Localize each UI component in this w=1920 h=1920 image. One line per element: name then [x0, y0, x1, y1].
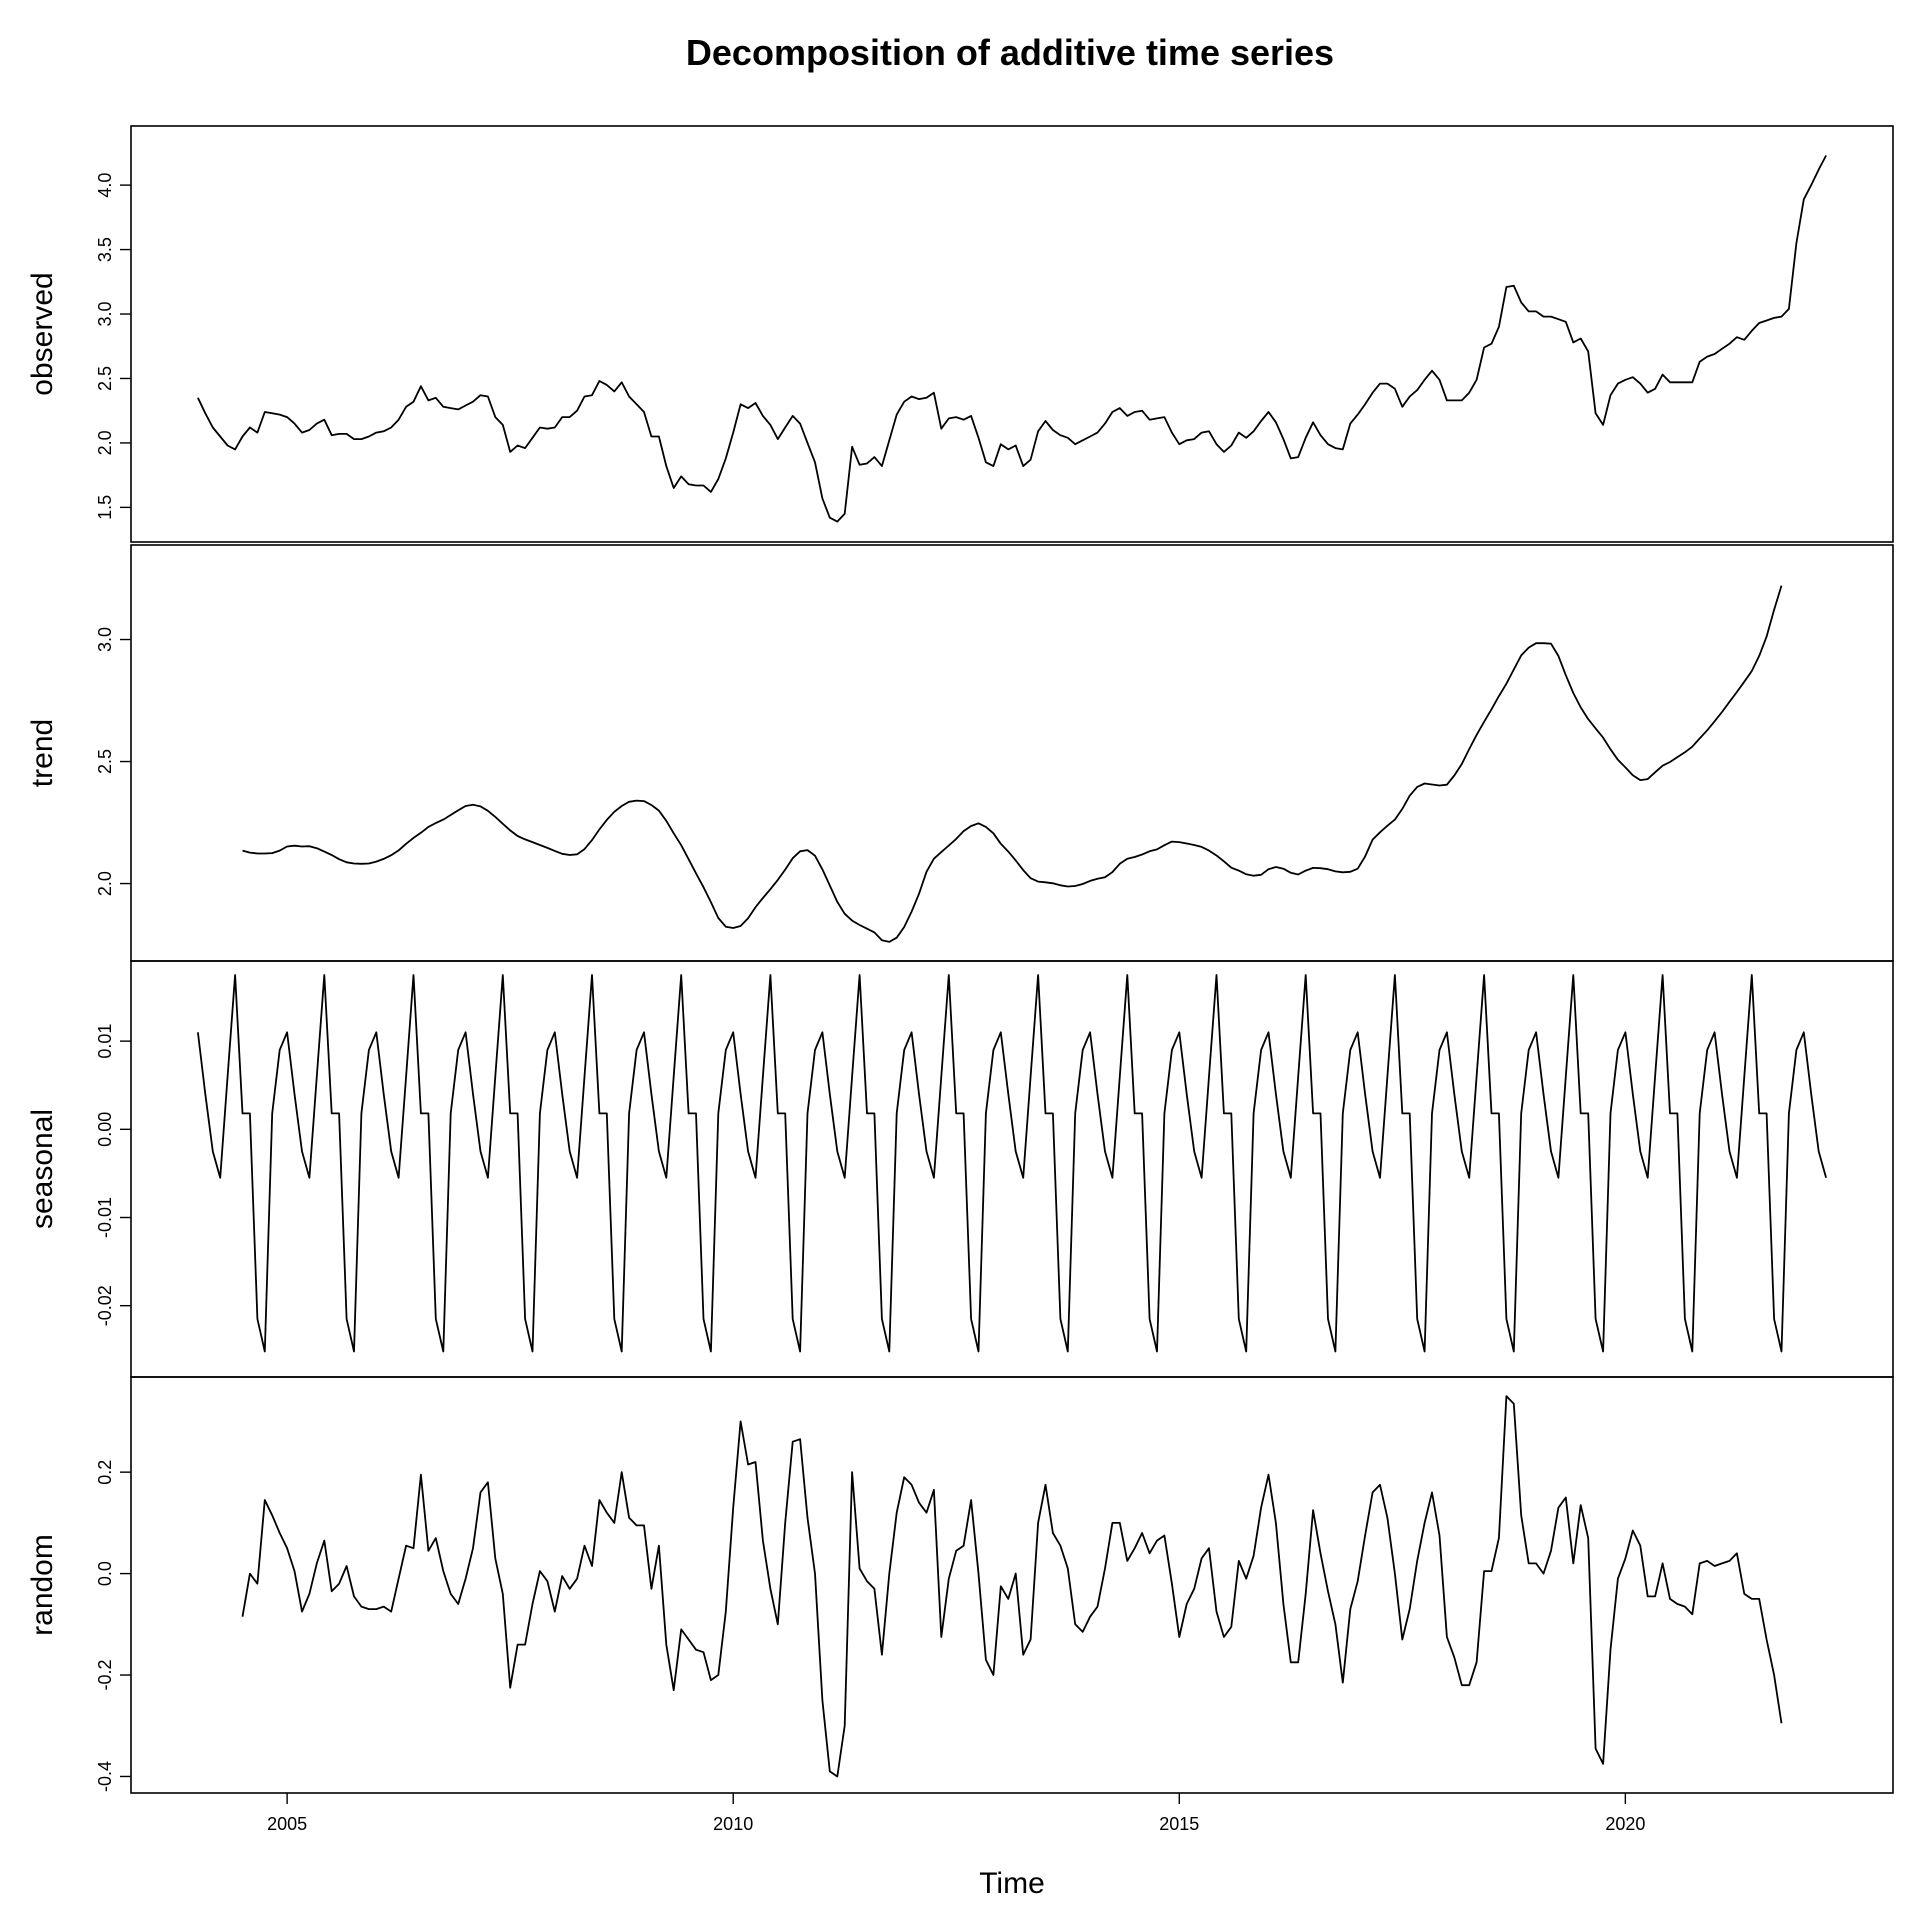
x-tick-label: 2005	[267, 1814, 307, 1834]
x-tick-label: 2020	[1605, 1814, 1645, 1834]
observed-y-tick-label: 4.0	[95, 173, 115, 198]
seasonal-y-tick-label: 0.01	[95, 1024, 115, 1059]
random-y-tick-label: 0.2	[95, 1460, 115, 1485]
random-y-tick-label: 0.0	[95, 1561, 115, 1586]
trend-y-tick-label: 3.0	[95, 627, 115, 652]
x-tick-label: 2015	[1159, 1814, 1199, 1834]
random-panel-frame	[130, 1376, 1894, 1794]
observed-y-tick-label: 1.5	[95, 495, 115, 520]
chart-title: Decomposition of additive time series	[685, 32, 1335, 73]
observed-y-tick-label: 2.5	[95, 366, 115, 391]
observed-y-tick-label: 3.0	[95, 301, 115, 326]
seasonal-axis-label: seasonal	[26, 1109, 59, 1229]
observed-series-line	[197, 155, 1827, 523]
random-y-tick-label: -0.2	[95, 1659, 115, 1690]
observed-y-tick-label: 3.5	[95, 237, 115, 262]
trend-panel-frame	[130, 544, 1894, 962]
observed-axis-label: observed	[26, 272, 59, 395]
random-axis-label: random	[26, 1534, 59, 1636]
observed-y-tick-label: 2.0	[95, 430, 115, 455]
seasonal-y-tick-label: 0.00	[95, 1112, 115, 1147]
trend-series-line	[242, 585, 1783, 943]
observed-panel-frame	[130, 125, 1894, 543]
x-axis-title: Time	[979, 1867, 1045, 1900]
x-tick-label: 2010	[713, 1814, 753, 1834]
trend-y-tick-label: 2.0	[95, 871, 115, 896]
random-y-tick-label: -0.4	[95, 1761, 115, 1792]
seasonal-y-tick-label: -0.02	[95, 1285, 115, 1326]
seasonal-series-line	[197, 974, 1827, 1353]
trend-y-tick-label: 2.5	[95, 749, 115, 774]
seasonal-y-tick-label: -0.01	[95, 1197, 115, 1238]
random-series-line	[241, 1395, 1783, 1778]
trend-axis-label: trend	[26, 719, 59, 787]
